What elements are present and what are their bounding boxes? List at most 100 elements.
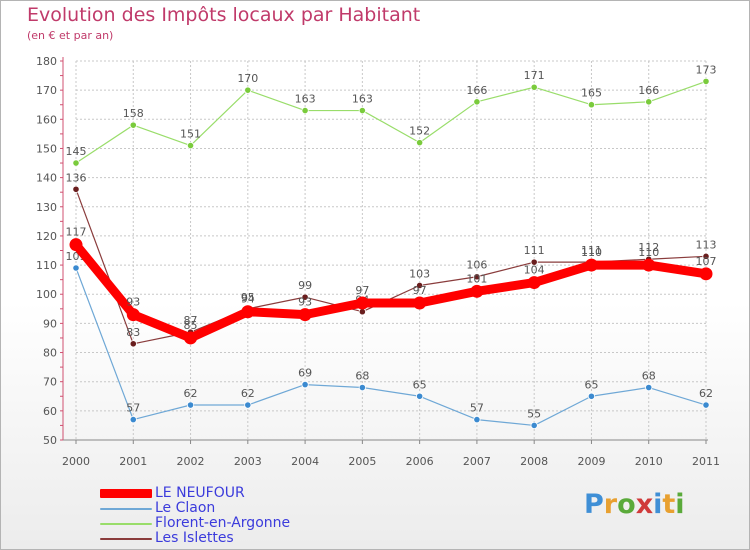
x-tick-label: 2008 (520, 455, 548, 468)
y-tick-label: 50 (43, 434, 57, 447)
data-label: 101 (466, 272, 487, 285)
data-point (244, 86, 252, 94)
data-point (584, 258, 598, 272)
data-label: 68 (642, 370, 656, 383)
data-point (241, 305, 255, 319)
data-label: 85 (184, 319, 198, 332)
data-point (355, 296, 369, 310)
x-tick-label: 2003 (234, 455, 262, 468)
data-label: 106 (466, 259, 487, 272)
y-tick-label: 180 (36, 55, 57, 68)
data-point (527, 276, 541, 290)
data-point (358, 308, 366, 316)
y-tick-label: 70 (43, 376, 57, 389)
y-tick-label: 60 (43, 405, 57, 418)
legend-label: Florent-en-Argonne (155, 515, 291, 531)
data-label: 62 (241, 387, 255, 400)
data-label: 113 (696, 238, 717, 251)
logo-letter: x (635, 489, 654, 520)
x-tick-label: 2005 (348, 455, 376, 468)
chart-subtitle: (en € et par an) (27, 29, 114, 42)
y-tick-label: 160 (36, 113, 57, 126)
data-label: 166 (638, 84, 659, 97)
series-line (75, 267, 707, 427)
x-tick-label: 2007 (463, 455, 491, 468)
data-label: 151 (180, 128, 201, 141)
data-point (473, 273, 481, 281)
data-point (642, 258, 656, 272)
logo-letter: P (584, 489, 604, 520)
data-point (645, 98, 653, 106)
data-label: 57 (126, 402, 140, 415)
data-point (358, 106, 366, 115)
series-line (71, 240, 711, 343)
legend-swatch (100, 508, 152, 510)
y-tick-label: 120 (36, 230, 57, 243)
data-label: 62 (184, 387, 198, 400)
data-point (416, 139, 424, 147)
legend-swatch (100, 523, 152, 525)
data-point (416, 392, 424, 400)
data-label: 111 (581, 244, 602, 257)
logo-letter: o (617, 489, 636, 520)
data-label: 165 (581, 87, 602, 100)
y-tick-label: 140 (36, 172, 57, 185)
x-tick-label: 2001 (119, 455, 147, 468)
data-label: 117 (66, 226, 87, 239)
data-label: 163 (295, 93, 316, 106)
y-tick-label: 80 (43, 347, 57, 360)
data-label: 68 (355, 370, 369, 383)
data-point (587, 392, 596, 400)
data-label: 97 (355, 284, 369, 297)
data-label: 136 (66, 171, 87, 184)
data-point (473, 98, 481, 106)
y-tick-label: 90 (43, 317, 57, 330)
x-tick-label: 2006 (406, 455, 434, 468)
x-tick-label: 2011 (692, 455, 720, 468)
data-point (473, 415, 481, 424)
data-point (470, 284, 484, 298)
data-label: 104 (524, 264, 545, 277)
data-label: 171 (524, 69, 545, 82)
data-point (413, 296, 427, 310)
x-tick-label: 2009 (577, 455, 605, 468)
data-label: 170 (237, 72, 258, 85)
data-label: 112 (638, 241, 659, 254)
logo-letter: i (653, 489, 663, 520)
data-label: 95 (241, 291, 255, 304)
legend-swatch (100, 489, 152, 498)
data-label: 93 (126, 296, 140, 309)
data-point (301, 293, 309, 301)
data-point (298, 308, 312, 322)
data-point (358, 383, 366, 392)
legend-label: Les Islettes (155, 530, 234, 546)
data-label: 97 (413, 284, 427, 297)
data-point (186, 141, 195, 150)
data-label: 111 (524, 244, 545, 257)
series-line (75, 80, 707, 164)
data-point (72, 264, 80, 272)
data-point (184, 331, 198, 345)
logo-letter: i (675, 489, 685, 520)
data-point (126, 308, 140, 322)
data-point (587, 101, 596, 109)
series-florent-en-argonne: 145 158 151 170 163 163 152 166 171 165 166 173 (66, 63, 717, 167)
data-label: 163 (352, 93, 373, 106)
data-point (530, 421, 538, 430)
data-label: 110 (581, 246, 602, 259)
legend-swatch (100, 538, 152, 540)
data-label: 158 (123, 107, 144, 120)
x-tick-label: 2000 (62, 455, 90, 468)
x-tick-label: 2004 (291, 455, 319, 468)
data-point (530, 258, 538, 266)
data-label: 65 (413, 378, 427, 391)
data-label: 87 (184, 314, 198, 327)
data-label: 55 (527, 407, 541, 420)
y-tick-label: 110 (36, 259, 57, 272)
x-tick-label: 2010 (635, 455, 663, 468)
data-label: 57 (470, 402, 484, 415)
data-point (416, 281, 424, 290)
